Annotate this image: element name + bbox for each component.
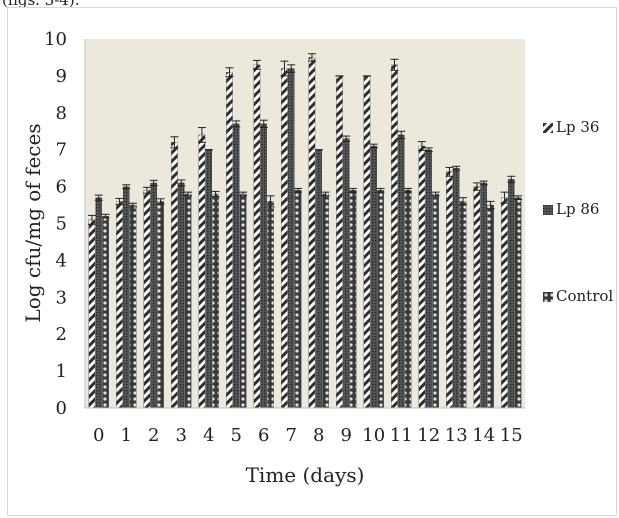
legend-label-lp86: Lp 86 — [556, 200, 600, 218]
legend-item-lp36: Lp 36 — [543, 118, 599, 136]
bar-lp36 — [281, 68, 288, 409]
bar-control — [212, 193, 219, 409]
bar-lp86 — [480, 182, 487, 409]
bar-control — [377, 190, 384, 409]
x-tick-label: 4 — [203, 425, 214, 446]
bar-lp86 — [177, 182, 185, 409]
bar-control — [129, 204, 137, 409]
x-axis: 0 1 2 3 4 5 6 7 8 9 10 11 12 13 14 15 — [85, 407, 525, 446]
bar-control — [514, 197, 522, 409]
y-tick-label: 6 — [56, 177, 67, 198]
bar-lp36 — [171, 142, 178, 409]
bar-lp36 — [418, 145, 426, 409]
bar-lp86 — [507, 179, 515, 409]
bar-lp86 — [370, 145, 377, 409]
bar-control — [239, 193, 247, 409]
bar-lp86 — [287, 68, 295, 409]
bar-lp86 — [95, 197, 103, 409]
y-tick-label: 0 — [56, 398, 67, 419]
bar-lp36 — [116, 201, 123, 409]
x-tick-label: 6 — [258, 425, 269, 446]
y-tick-label: 7 — [56, 140, 67, 161]
bar-lp36 — [198, 134, 206, 409]
x-tick-label: 5 — [231, 425, 242, 446]
legend-label-lp36: Lp 36 — [556, 118, 600, 136]
bar-control — [294, 190, 302, 409]
bar-lp86 — [123, 186, 130, 409]
x-axis-title: Time (days) — [246, 463, 365, 487]
y-tick-label: 2 — [56, 324, 67, 345]
bar-lp86 — [150, 182, 157, 409]
legend-item-control: Control — [543, 287, 613, 305]
x-tick-label: 1 — [121, 425, 132, 446]
bar-control — [102, 215, 109, 409]
bar-lp86 — [232, 123, 240, 409]
bar-control — [184, 193, 192, 409]
x-tick-label: 14 — [472, 425, 495, 446]
x-tick-label: 7 — [286, 425, 297, 446]
bar-control — [349, 190, 357, 409]
bar-lp36 — [253, 64, 261, 409]
bar-lp86 — [342, 138, 350, 409]
bar-lp86 — [315, 149, 322, 409]
legend-swatch-control — [543, 292, 553, 302]
x-tick-label: 3 — [176, 425, 187, 446]
bar-control — [267, 201, 274, 409]
bar-lp86 — [425, 149, 432, 409]
y-tick-label: 4 — [56, 250, 67, 271]
bar-control — [404, 190, 412, 409]
bar-lp36 — [226, 72, 233, 409]
bar-control — [322, 193, 329, 409]
bar-lp36 — [336, 75, 343, 409]
x-tick-label: 8 — [313, 425, 324, 446]
y-tick-label: 5 — [56, 214, 67, 235]
bar-lp36 — [143, 190, 151, 409]
bar-lp86 — [260, 123, 267, 409]
y-tick-label: 9 — [56, 66, 67, 87]
y-tick-label: 1 — [56, 361, 67, 382]
bar-lp36 — [391, 64, 398, 409]
bar-lp36 — [473, 186, 481, 409]
bar-control — [459, 201, 467, 409]
bar-control — [487, 204, 494, 409]
bar-lp36 — [446, 171, 453, 409]
x-tick-label: 10 — [362, 425, 385, 446]
bar-lp86 — [397, 134, 405, 409]
bar-lp36 — [308, 57, 316, 409]
bar-lp86 — [452, 167, 460, 409]
legend-item-lp86: Lp 86 — [543, 200, 599, 218]
x-tick-label: 2 — [148, 425, 159, 446]
x-tick-label: 11 — [390, 425, 413, 446]
y-tick-label: 8 — [56, 103, 67, 124]
bar-control — [157, 201, 164, 409]
bar-control — [432, 193, 439, 409]
caption-fragment: (figs. 3-4). — [2, 0, 80, 9]
x-tick-label: 9 — [341, 425, 352, 446]
bar-lp36 — [501, 197, 508, 409]
bar-lp36 — [363, 75, 371, 409]
y-tick-label: 10 — [44, 29, 67, 50]
legend-swatch-lp36 — [543, 123, 553, 133]
x-tick-label: 12 — [417, 425, 440, 446]
y-axis: 0 1 2 3 4 5 6 7 8 9 10 — [44, 29, 86, 419]
y-tick-label: 3 — [56, 287, 67, 308]
y-axis-title: Log cfu/mg of feces — [21, 123, 45, 322]
x-tick-label: 0 — [93, 425, 104, 446]
bar-lp86 — [205, 149, 212, 409]
legend-label-control: Control — [556, 287, 614, 305]
x-tick-label: 13 — [445, 425, 468, 446]
legend-swatch-lp86 — [543, 205, 553, 215]
bar-lp36 — [88, 219, 96, 409]
x-tick-label: 15 — [500, 425, 523, 446]
